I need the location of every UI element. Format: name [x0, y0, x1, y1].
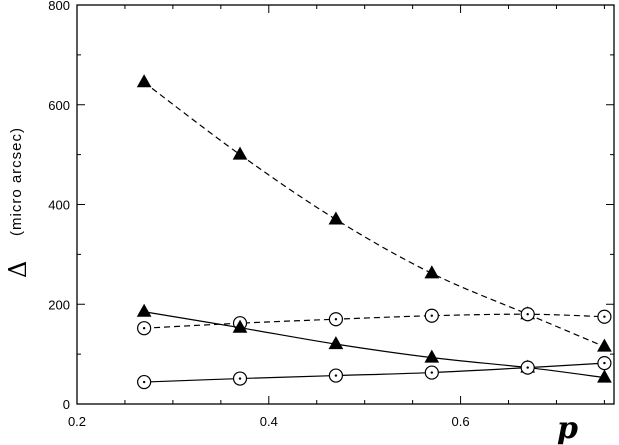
data-point-triangle — [136, 74, 152, 88]
data-point-triangle — [136, 303, 152, 317]
data-point-triangle — [597, 338, 612, 352]
series-line — [143, 81, 605, 348]
data-point-triangle — [232, 146, 248, 160]
data-point-circle-dot — [603, 315, 606, 318]
y-axis-label-symbol: Δ — [4, 261, 32, 278]
x-tick-label: 0.4 — [260, 414, 278, 429]
data-point-circle-dot — [334, 374, 338, 377]
data-point-triangle — [328, 336, 344, 350]
data-point-triangle — [597, 369, 612, 383]
data-point-triangle — [424, 265, 440, 279]
series-4 — [137, 356, 612, 390]
data-point-triangle — [328, 211, 344, 225]
data-point-circle-dot — [526, 366, 529, 369]
axis-labels: Δ (micro arcsec) p — [4, 127, 578, 445]
data-point-circle-dot — [526, 313, 529, 316]
y-tick-label: 0 — [63, 397, 70, 412]
y-tick-label: 400 — [48, 198, 70, 213]
series-2 — [137, 307, 612, 336]
y-tick-label: 200 — [48, 297, 70, 312]
data-point-triangle — [232, 319, 248, 333]
data-point-circle-dot — [430, 371, 434, 374]
series-layer — [136, 74, 612, 390]
y-tick-label: 600 — [48, 98, 70, 113]
x-tick-label: 0.6 — [452, 414, 470, 429]
y-axis-label-unit: (micro arcsec) — [8, 127, 25, 236]
plot-axes: 0.2 0.4 0.6 0 200 400 600 800 — [48, 0, 615, 429]
data-point-circle-dot — [430, 314, 434, 317]
x-tick-label: 0.2 — [68, 414, 86, 429]
x-axis-label: p — [557, 411, 578, 445]
data-point-circle-dot — [142, 380, 146, 384]
plot-frame — [76, 4, 615, 405]
series-line — [144, 362, 605, 383]
data-point-circle-dot — [603, 361, 606, 365]
series-3 — [136, 303, 612, 383]
data-point-circle-dot — [334, 318, 338, 321]
series-line — [144, 313, 605, 329]
y-tick-label: 800 — [48, 0, 70, 13]
data-point-circle-dot — [142, 326, 146, 330]
data-point-circle-dot — [238, 377, 242, 380]
series-1 — [136, 74, 612, 352]
data-point-triangle — [424, 349, 440, 363]
